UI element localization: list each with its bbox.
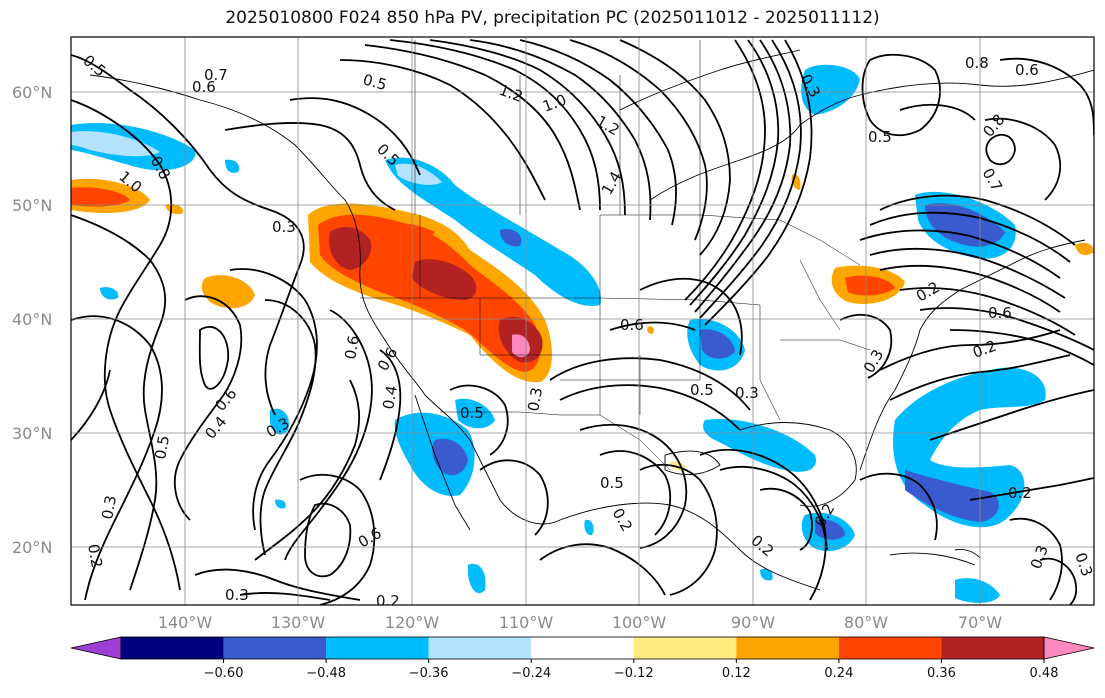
contour-label: 0.6 [1015,61,1039,79]
contour-label: 0.5 [361,70,389,94]
lon-label: 100°W [612,613,667,632]
contour-label: 0.7 [204,66,228,84]
coastlines [89,49,1094,591]
pv-contours [71,39,1094,605]
contour-label: 0.3 [272,218,296,236]
contour-label: 0.2 [84,543,106,570]
contour-label: 0.2 [1008,484,1032,502]
colorbar-swatch [531,637,634,659]
colorbar-tick-label: −0.12 [614,666,654,681]
contour-label: 0.3 [1071,550,1096,579]
contour-label: 0.5 [460,404,484,422]
lat-label: 60°N [12,83,52,102]
graticule [71,37,1094,605]
lat-label: 20°N [12,538,52,557]
colorbar: −0.60 −0.48 −0.36 −0.24 −0.12 0.12 0.24 0.36 0.4… [70,636,1095,681]
colorbar-tick-label: 0.36 [927,666,956,681]
lat-label: 30°N [12,424,52,443]
colorbar-swatch [633,637,737,659]
contour-label: 0.2 [376,592,400,610]
colorbar-swatch [428,637,532,659]
colorbar-tick-label: 0.48 [1030,666,1059,681]
colorbar-frame [120,636,1045,660]
lat-label: 50°N [12,196,52,215]
colorbar-swatch [941,637,1044,659]
longitude-labels: 140°W 130°W 120°W 110°W 100°W 90°W 80°W … [158,613,1002,632]
colorbar-tick-label: −0.60 [204,666,244,681]
lat-label: 40°N [12,310,52,329]
contour-label: 0.5 [600,474,624,492]
contour-label: 0.3 [225,586,249,604]
lon-label: 140°W [158,613,213,632]
latitude-labels: 60°N 50°N 40°N 30°N 20°N [12,83,52,557]
contour-label: 0.4 [379,384,401,411]
contour-label: 0.6 [620,316,644,334]
lon-label: 130°W [271,613,326,632]
colorbar-tick-label: 0.12 [722,666,751,681]
map-frame [70,36,1095,606]
contour-label: 0.8 [965,54,989,72]
lon-label: 110°W [499,613,554,632]
colorbar-tick-label: −0.36 [409,666,449,681]
contour-label: 0.6 [192,78,216,96]
contour-label: 0.3 [98,494,120,521]
colorbar-swatch [838,637,942,659]
contour-label: 0.6 [341,334,363,361]
colorbar-extend-low [70,636,122,660]
lon-label: 90°W [731,613,775,632]
contour-label: 0.5 [690,381,714,399]
contour-label: 0.6 [988,304,1012,322]
lon-label: 80°W [844,613,888,632]
chart-title: 2025010800 F024 850 hPa PV, precipitatio… [225,8,880,28]
colorbar-swatch [223,637,327,659]
lon-label: 70°W [958,613,1002,632]
contour-label: 0.3 [735,384,759,402]
map-background [71,37,1094,605]
contour-label: 0.5 [151,434,173,461]
colorbar-tick-label: 0.24 [824,666,853,681]
contour-label: 0.5 [868,128,892,146]
lon-label: 120°W [385,613,440,632]
colorbar-extend-high [1043,636,1095,660]
contour-label: 0.3 [524,386,546,413]
colorbar-swatch [121,637,224,659]
colorbar-swatch [326,637,429,659]
colorbar-swatch [736,637,839,659]
colorbar-tick-label: −0.24 [511,666,551,681]
colorbar-tick-label: −0.48 [306,666,346,681]
